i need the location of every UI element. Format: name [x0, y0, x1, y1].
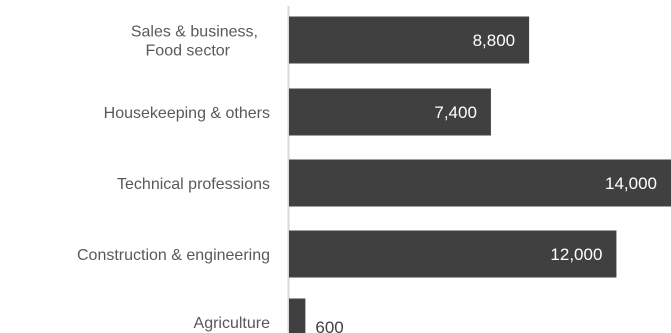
category-label: Housekeeping & others [104, 105, 270, 122]
bar [289, 230, 617, 278]
category-label-line: Construction & engineering [77, 247, 270, 264]
category-labels: Sales & business, Food sector Housekeeping… [77, 24, 270, 333]
bars [289, 16, 671, 333]
value-label: 12,000 [550, 245, 602, 264]
value-label: 8,800 [473, 31, 516, 50]
value-labels: 8,800 7,400 14,000 12,000 600 [315, 31, 657, 333]
category-label-line: Sales & business, [131, 24, 258, 41]
category-label: Technical professions [117, 176, 270, 193]
category-label-line: Technical professions [117, 176, 270, 193]
bar [289, 88, 491, 136]
bar [289, 159, 671, 207]
value-label: 7,400 [434, 103, 477, 122]
category-label-line: Housekeeping & others [104, 105, 270, 122]
value-label: 600 [315, 318, 343, 333]
category-label: Sales & business, Food sector [131, 24, 258, 60]
bar [289, 16, 530, 64]
category-label-line: Food sector [146, 43, 231, 60]
category-label: Agriculture [194, 315, 271, 332]
bar [289, 298, 306, 333]
value-label: 14,000 [605, 174, 657, 193]
category-label-line: Agriculture [194, 315, 271, 332]
category-label: Construction & engineering [77, 247, 270, 264]
